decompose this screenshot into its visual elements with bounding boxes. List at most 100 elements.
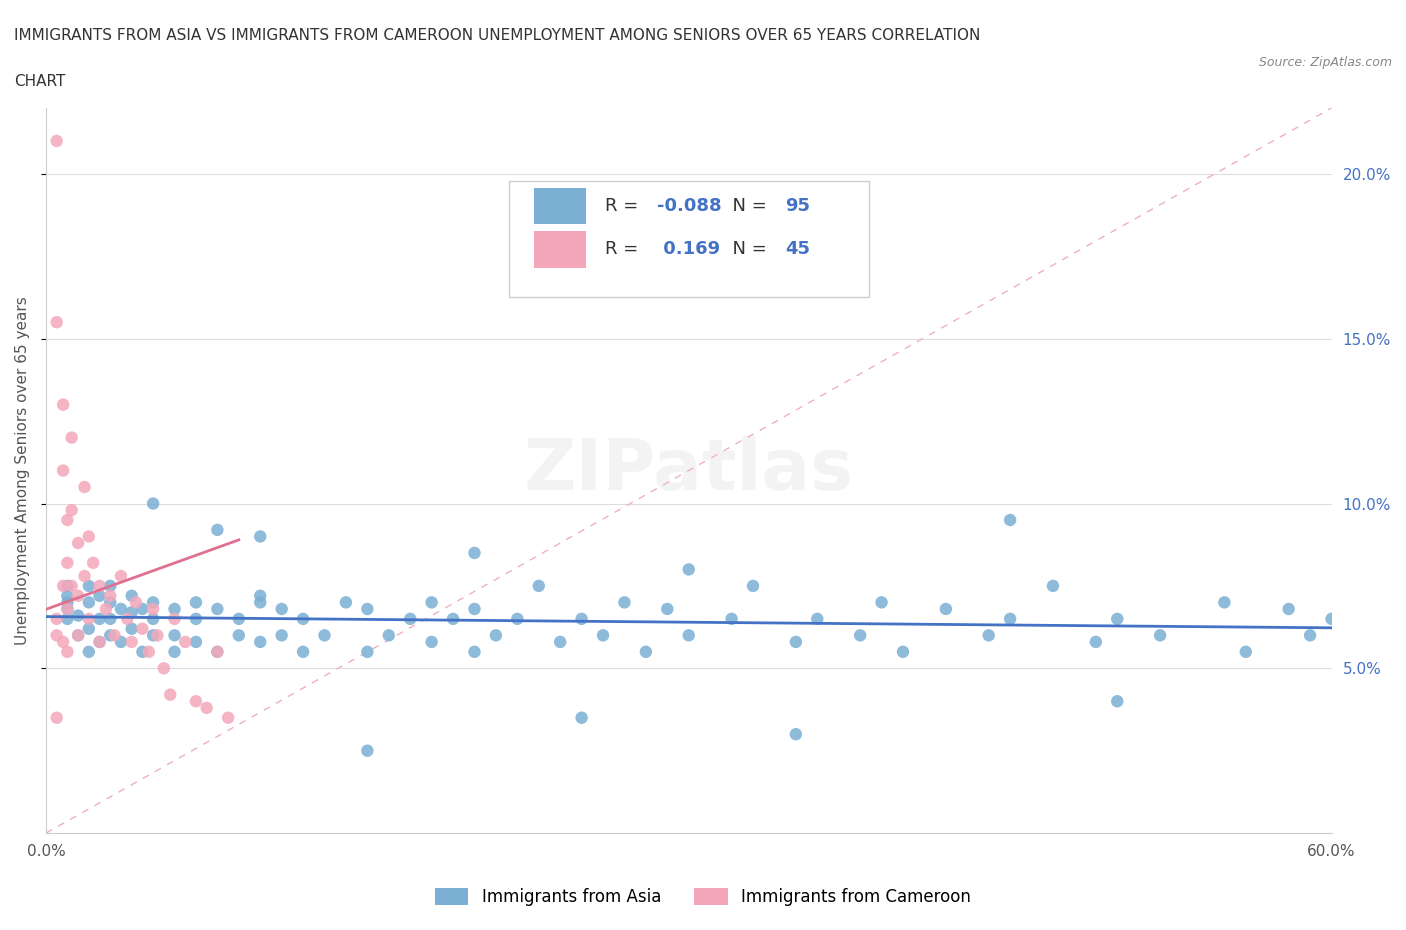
- Point: [163, 644, 186, 659]
- Point: [77, 578, 100, 593]
- Text: R =: R =: [605, 197, 644, 215]
- Point: [56, 555, 79, 570]
- Point: [420, 634, 443, 649]
- Point: [356, 644, 378, 659]
- Point: [806, 611, 828, 626]
- Point: [103, 628, 125, 643]
- Point: [142, 611, 165, 626]
- Point: [270, 628, 292, 643]
- Point: [159, 687, 181, 702]
- Point: [207, 644, 229, 659]
- Point: [634, 644, 657, 659]
- Point: [163, 611, 186, 626]
- Point: [98, 611, 121, 626]
- Point: [110, 634, 132, 649]
- Point: [98, 589, 121, 604]
- Point: [56, 611, 79, 626]
- Point: [121, 589, 143, 604]
- Point: [1213, 595, 1236, 610]
- Point: [184, 595, 207, 610]
- Point: [56, 644, 79, 659]
- Text: N =: N =: [721, 240, 772, 259]
- Point: [1042, 578, 1064, 593]
- Point: [184, 634, 207, 649]
- Point: [228, 611, 250, 626]
- Point: [125, 595, 148, 610]
- Point: [153, 661, 176, 676]
- Point: [1278, 602, 1301, 617]
- Point: [1234, 644, 1257, 659]
- Point: [314, 628, 336, 643]
- Point: [870, 595, 893, 610]
- Point: [1320, 611, 1343, 626]
- Point: [935, 602, 957, 617]
- Point: [77, 529, 100, 544]
- Point: [89, 634, 111, 649]
- Point: [131, 621, 153, 636]
- Point: [56, 602, 79, 617]
- Point: [249, 595, 271, 610]
- Point: [142, 496, 165, 511]
- Point: [142, 602, 165, 617]
- Point: [52, 578, 75, 593]
- Point: [56, 512, 79, 527]
- Point: [335, 595, 357, 610]
- Point: [228, 628, 250, 643]
- Point: [270, 602, 292, 617]
- Point: [45, 628, 67, 643]
- Point: [720, 611, 742, 626]
- Point: [77, 644, 100, 659]
- Point: [378, 628, 401, 643]
- Point: [146, 628, 169, 643]
- Text: ZIPatlas: ZIPatlas: [523, 436, 853, 505]
- Point: [45, 611, 67, 626]
- Point: [98, 595, 121, 610]
- Point: [121, 621, 143, 636]
- Point: [174, 634, 197, 649]
- Point: [592, 628, 614, 643]
- Point: [98, 628, 121, 643]
- Point: [67, 628, 90, 643]
- Point: [45, 134, 67, 149]
- Point: [742, 578, 765, 593]
- Text: IMMIGRANTS FROM ASIA VS IMMIGRANTS FROM CAMEROON UNEMPLOYMENT AMONG SENIORS OVER: IMMIGRANTS FROM ASIA VS IMMIGRANTS FROM …: [14, 28, 980, 43]
- Point: [94, 602, 117, 617]
- Y-axis label: Unemployment Among Seniors over 65 years: Unemployment Among Seniors over 65 years: [15, 296, 30, 644]
- Point: [613, 595, 636, 610]
- Text: Source: ZipAtlas.com: Source: ZipAtlas.com: [1258, 56, 1392, 69]
- Point: [356, 743, 378, 758]
- Point: [142, 595, 165, 610]
- Point: [142, 628, 165, 643]
- Point: [73, 480, 96, 495]
- Point: [207, 644, 229, 659]
- Point: [60, 578, 83, 593]
- Point: [121, 634, 143, 649]
- Text: CHART: CHART: [14, 74, 66, 89]
- Point: [1149, 628, 1171, 643]
- Point: [163, 602, 186, 617]
- Point: [249, 634, 271, 649]
- Point: [67, 628, 90, 643]
- Text: 0.169: 0.169: [657, 240, 720, 259]
- Point: [1299, 628, 1322, 643]
- Text: -0.088: -0.088: [657, 197, 721, 215]
- Point: [89, 611, 111, 626]
- Point: [785, 634, 807, 649]
- Legend: Immigrants from Asia, Immigrants from Cameroon: Immigrants from Asia, Immigrants from Ca…: [429, 881, 977, 912]
- Point: [463, 644, 485, 659]
- Point: [52, 634, 75, 649]
- Point: [548, 634, 571, 649]
- Point: [1107, 694, 1129, 709]
- Point: [977, 628, 1000, 643]
- Point: [163, 628, 186, 643]
- Point: [56, 595, 79, 610]
- Point: [356, 602, 378, 617]
- Point: [249, 529, 271, 544]
- Point: [52, 397, 75, 412]
- Point: [217, 711, 239, 725]
- Point: [571, 711, 593, 725]
- FancyBboxPatch shape: [534, 232, 586, 268]
- Point: [527, 578, 550, 593]
- Point: [131, 644, 153, 659]
- Point: [249, 589, 271, 604]
